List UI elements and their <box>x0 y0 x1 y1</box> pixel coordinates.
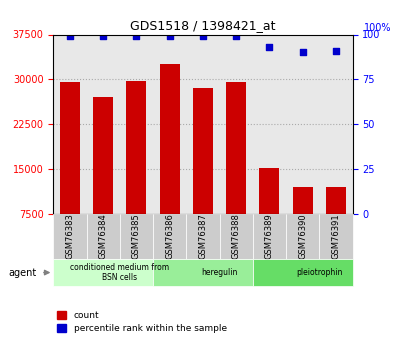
Point <box>199 33 206 39</box>
Text: 100%: 100% <box>363 23 391 33</box>
Text: agent: agent <box>8 268 36 277</box>
Text: heregulin: heregulin <box>201 268 237 277</box>
Text: conditioned medium from
BSN cells: conditioned medium from BSN cells <box>70 263 169 282</box>
FancyBboxPatch shape <box>53 214 86 259</box>
Point <box>133 33 139 39</box>
Text: GSM76388: GSM76388 <box>231 214 240 259</box>
FancyBboxPatch shape <box>86 214 119 259</box>
FancyBboxPatch shape <box>153 259 252 286</box>
Text: GSM76389: GSM76389 <box>264 214 273 259</box>
Text: pleiotrophin: pleiotrophin <box>295 268 342 277</box>
Text: GSM76384: GSM76384 <box>99 214 108 259</box>
Bar <box>292 187 312 259</box>
FancyBboxPatch shape <box>153 214 186 259</box>
Point <box>67 33 73 39</box>
FancyArrowPatch shape <box>44 270 49 275</box>
Text: GSM76383: GSM76383 <box>65 214 74 259</box>
Bar <box>60 82 80 259</box>
FancyBboxPatch shape <box>186 214 219 259</box>
FancyBboxPatch shape <box>252 214 285 259</box>
Bar <box>259 168 279 259</box>
Point <box>166 33 173 39</box>
FancyBboxPatch shape <box>252 259 352 286</box>
Bar <box>160 65 179 259</box>
Bar <box>193 88 212 259</box>
FancyBboxPatch shape <box>119 214 153 259</box>
FancyBboxPatch shape <box>319 214 352 259</box>
Point <box>299 50 305 55</box>
Bar <box>93 97 113 259</box>
Point <box>232 33 239 39</box>
Bar <box>126 80 146 259</box>
Point <box>265 44 272 50</box>
Bar <box>325 187 345 259</box>
FancyBboxPatch shape <box>53 259 153 286</box>
FancyBboxPatch shape <box>285 214 319 259</box>
Text: GSM76386: GSM76386 <box>165 214 174 259</box>
Bar <box>226 82 245 259</box>
Text: GSM76390: GSM76390 <box>297 214 306 259</box>
Legend: count, percentile rank within the sample: count, percentile rank within the sample <box>54 307 230 337</box>
Title: GDS1518 / 1398421_at: GDS1518 / 1398421_at <box>130 19 275 32</box>
Text: GSM76391: GSM76391 <box>330 214 339 259</box>
FancyBboxPatch shape <box>219 214 252 259</box>
Point <box>100 33 106 39</box>
Text: GSM76385: GSM76385 <box>132 214 141 259</box>
Text: GSM76387: GSM76387 <box>198 214 207 259</box>
Point <box>332 48 338 53</box>
